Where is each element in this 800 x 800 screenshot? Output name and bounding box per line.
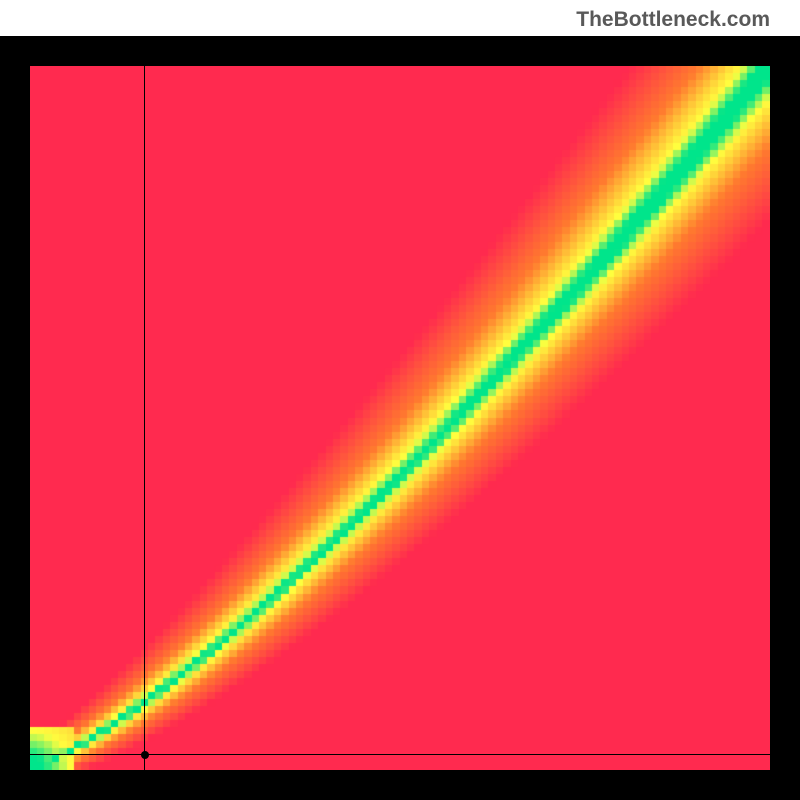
crosshair-vertical xyxy=(144,66,145,770)
heatmap-canvas xyxy=(30,66,770,770)
watermark-text: TheBottleneck.com xyxy=(576,8,770,32)
crosshair-marker xyxy=(141,751,149,759)
